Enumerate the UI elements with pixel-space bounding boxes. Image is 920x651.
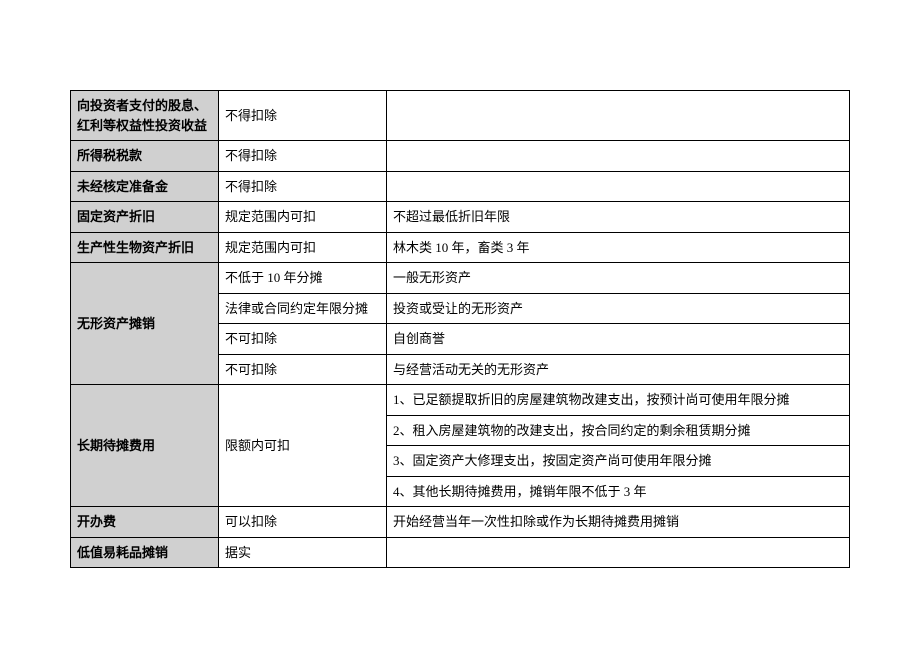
row-note [387,537,850,568]
row-note: 一般无形资产 [387,263,850,294]
row-note: 开始经营当年一次性扣除或作为长期待摊费用摊销 [387,507,850,538]
row-header: 固定资产折旧 [71,202,219,233]
row-header: 所得税税款 [71,141,219,172]
row-deduct: 不可扣除 [219,324,387,355]
row-header: 低值易耗品摊销 [71,537,219,568]
row-deduct: 可以扣除 [219,507,387,538]
row-deduct: 规定范围内可扣 [219,232,387,263]
row-deduct: 不低于 10 年分摊 [219,263,387,294]
row-deduct: 不得扣除 [219,141,387,172]
row-deduct: 法律或合同约定年限分摊 [219,293,387,324]
row-header: 生产性生物资产折旧 [71,232,219,263]
row-note: 林木类 10 年，畜类 3 年 [387,232,850,263]
row-header: 向投资者支付的股息、红利等权益性投资收益 [71,91,219,141]
row-note: 2、租入房屋建筑物的改建支出，按合同约定的剩余租赁期分摊 [387,415,850,446]
row-note [387,91,850,141]
page: 向投资者支付的股息、红利等权益性投资收益 不得扣除 所得税税款 不得扣除 未经核… [0,0,920,651]
row-deduct: 不得扣除 [219,91,387,141]
row-note: 自创商誉 [387,324,850,355]
longterm-header: 长期待摊费用 [71,385,219,507]
row-header: 未经核定准备金 [71,171,219,202]
row-note: 投资或受让的无形资产 [387,293,850,324]
row-deduct: 据实 [219,537,387,568]
row-header: 开办费 [71,507,219,538]
row-note: 与经营活动无关的无形资产 [387,354,850,385]
row-deduct: 不可扣除 [219,354,387,385]
row-note: 4、其他长期待摊费用，摊销年限不低于 3 年 [387,476,850,507]
row-note: 不超过最低折旧年限 [387,202,850,233]
deduction-table: 向投资者支付的股息、红利等权益性投资收益 不得扣除 所得税税款 不得扣除 未经核… [70,90,850,568]
row-note [387,141,850,172]
row-deduct: 规定范围内可扣 [219,202,387,233]
row-note: 1、已足额提取折旧的房屋建筑物改建支出，按预计尚可使用年限分摊 [387,385,850,416]
row-deduct: 不得扣除 [219,171,387,202]
row-note: 3、固定资产大修理支出，按固定资产尚可使用年限分摊 [387,446,850,477]
intangible-header: 无形资产摊销 [71,263,219,385]
row-note [387,171,850,202]
longterm-deduct: 限额内可扣 [219,385,387,507]
